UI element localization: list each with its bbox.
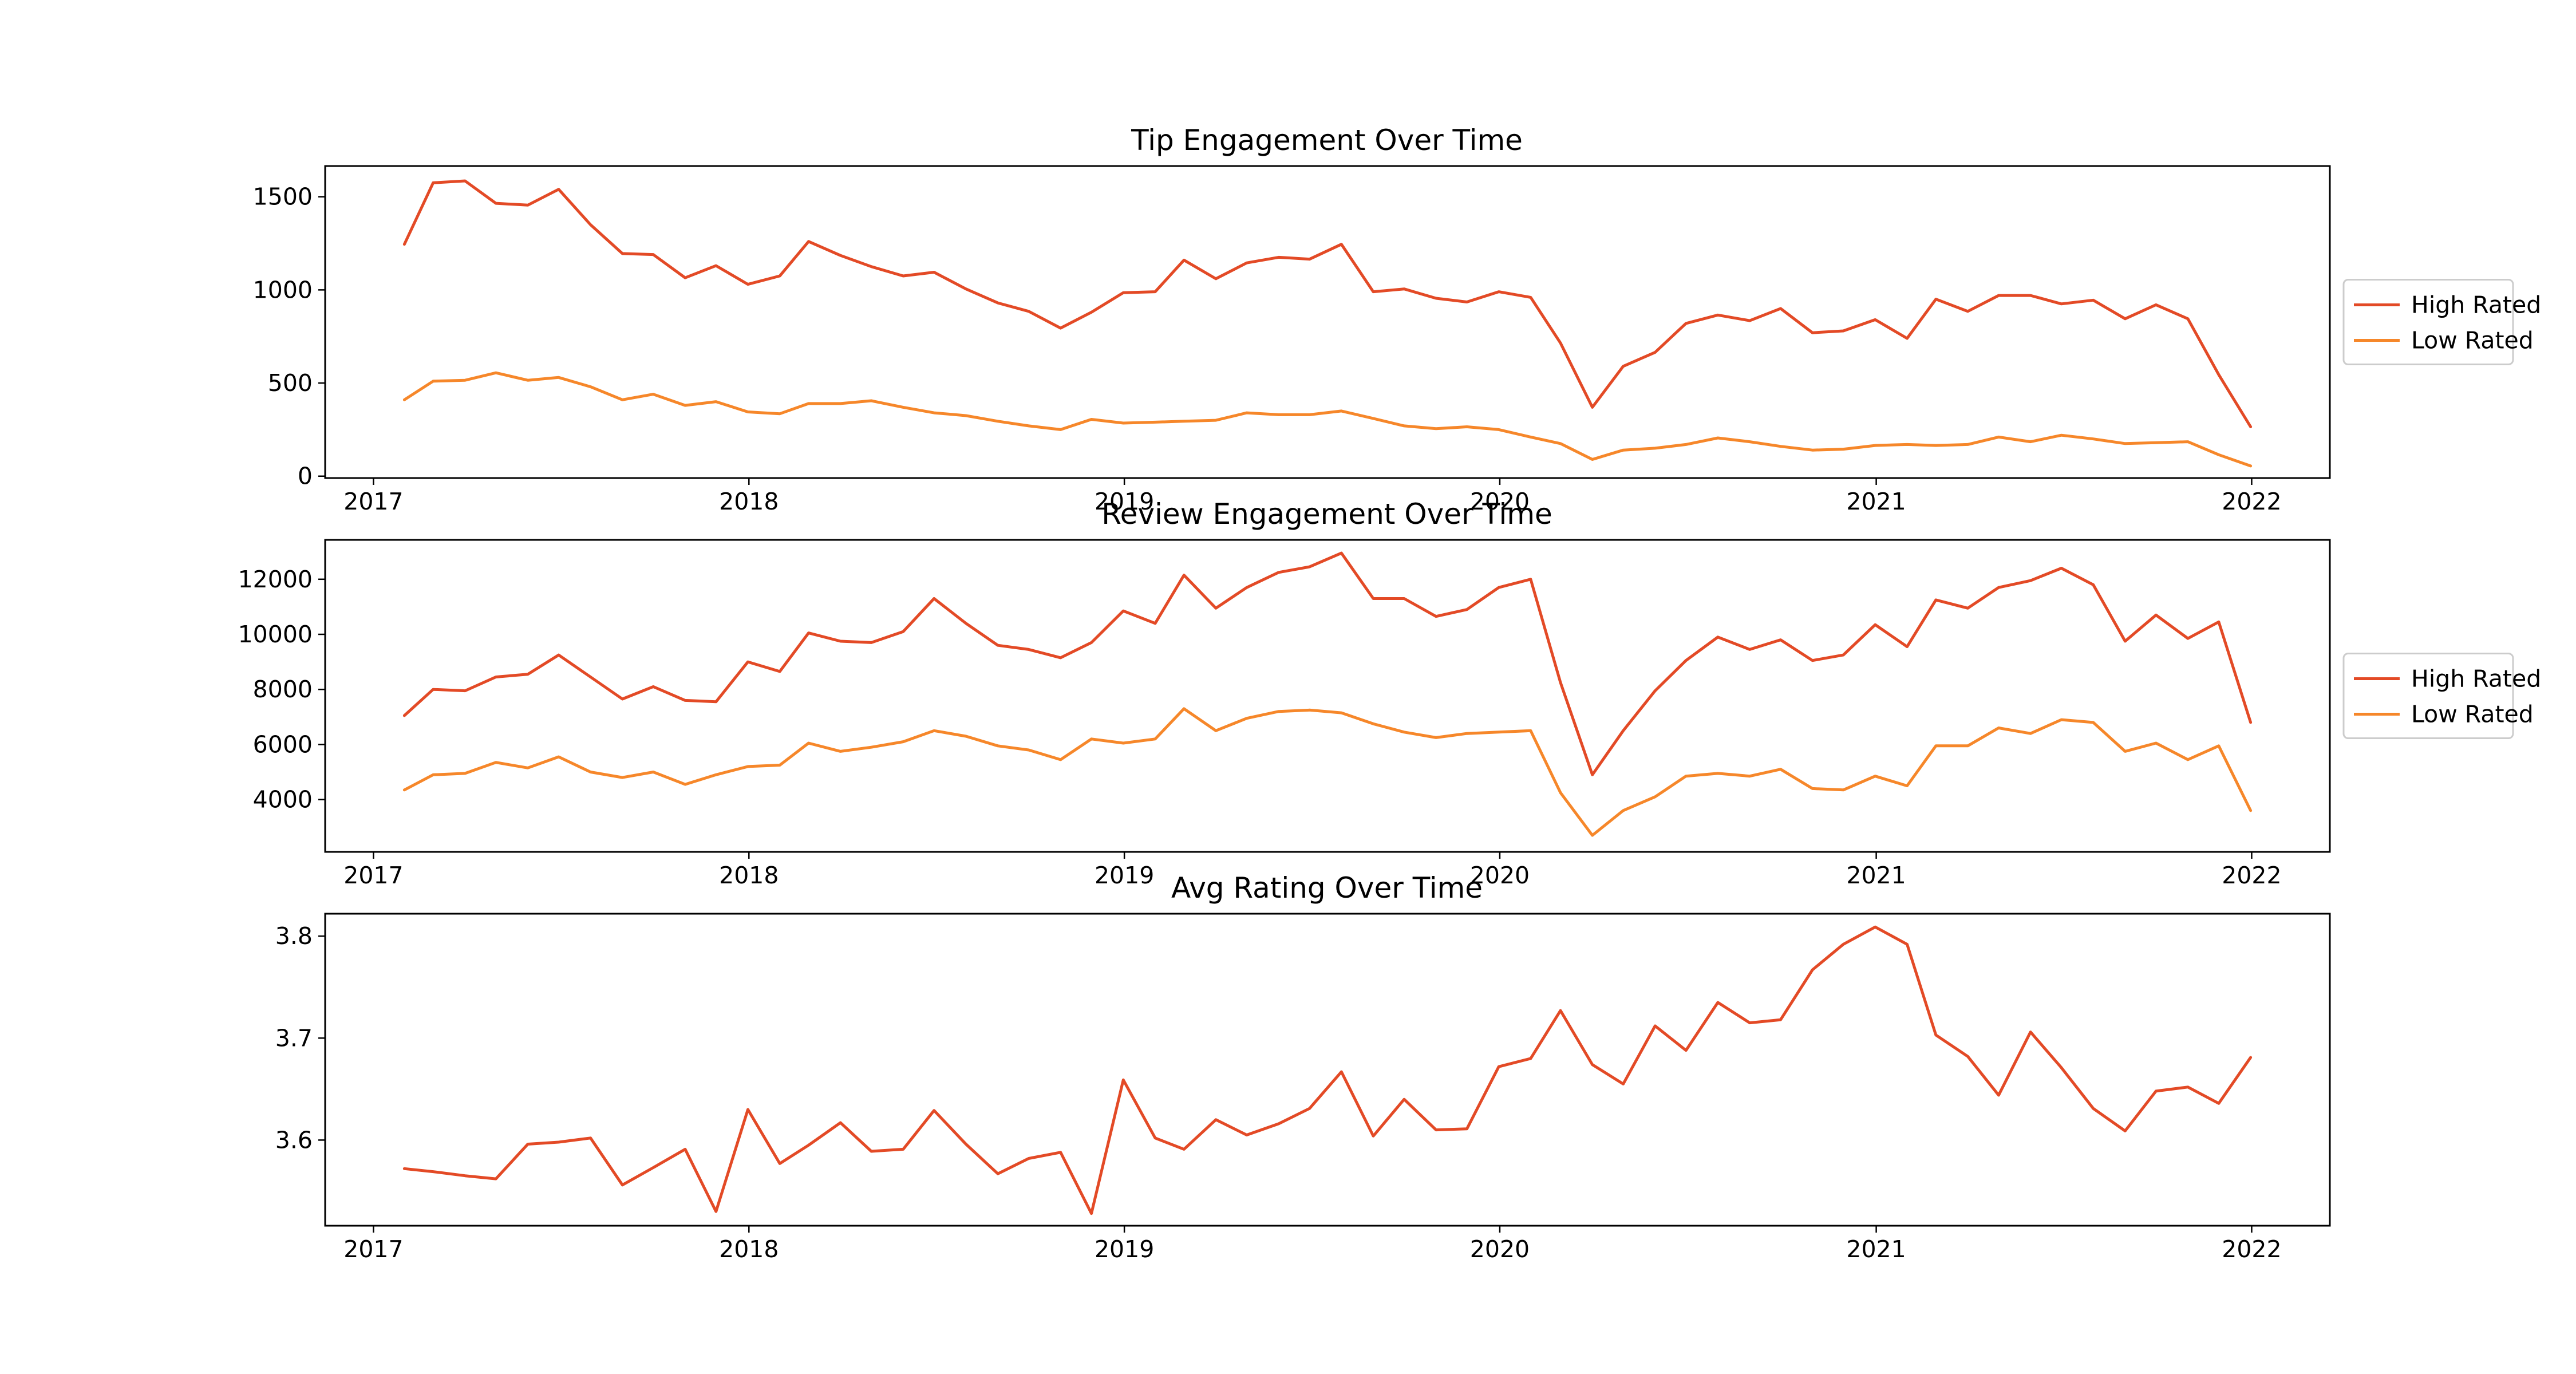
x-tick-label: 2019 [1095,862,1154,889]
series-line-low-rated [402,707,2253,837]
x-tick-label: 2018 [719,862,779,889]
y-tick-label: 1000 [253,276,313,303]
chart-title: Avg Rating Over Time [1171,871,1483,905]
legend-label: Low Rated [2411,701,2534,728]
panel-review-engagement: Review Engagement Over Time 2017 2018 2019… [238,498,2542,889]
x-tick-label: 2019 [1095,488,1154,515]
x-tick-label: 2018 [719,1235,779,1263]
panel-tip-engagement: Tip Engagement Over Time 2017 2018 2019 202… [253,124,2542,515]
axes-frame [324,165,2331,479]
x-tick-label: 2019 [1095,1235,1154,1263]
series-line-rating [402,925,2253,1215]
x-tick-label: 2022 [2222,488,2281,515]
x-tick-label: 2021 [1846,488,1906,515]
y-tick-label: 10000 [238,621,313,648]
legend-frame [2342,279,2514,365]
series-line-high-rated [402,179,2253,428]
x-tick-label: 2017 [343,862,403,889]
plot-area: 2017 2018 2019 2020 2021 2022 4000 6000 8000 1000… [238,539,2331,889]
x-tick-label: 2022 [2222,1235,2281,1263]
legend-label: High Rated [2411,291,2541,319]
y-tick-label: 1500 [253,183,313,211]
legend: High Rated Low Rated [2342,279,2541,365]
x-tick-label: 2021 [1846,1235,1906,1263]
series-line-low-rated [402,371,2253,468]
legend-label: High Rated [2411,665,2541,693]
x-tick-label: 2021 [1846,862,1906,889]
x-tick-label: 2018 [719,488,779,515]
y-tick-label: 8000 [253,676,313,703]
x-tick-label: 2017 [343,488,403,515]
x-tick-label: 2020 [1470,862,1530,889]
legend-frame [2342,653,2514,739]
x-tick-label: 2022 [2222,862,2281,889]
axes-frame [324,539,2331,853]
y-tick-label: 500 [268,369,313,397]
y-tick-label: 6000 [253,731,313,758]
x-tick-label: 2020 [1470,488,1530,515]
chart-title: Tip Engagement Over Time [1131,124,1523,157]
plot-area: 2017 2018 2019 2020 2021 2022 3.6 3.7 3.8 [275,913,2331,1263]
y-tick-label: 0 [298,463,313,490]
legend: High Rated Low Rated [2342,653,2541,739]
y-tick-label: 3.8 [275,922,313,950]
panel-avg-rating: Avg Rating Over Time 2017 2018 2019 2020 202… [275,871,2331,1263]
legend-label: Low Rated [2411,327,2534,354]
series-line-high-rated [402,551,2253,776]
plot-area: 2017 2018 2019 2020 2021 2022 0 500 1000 1500 [253,165,2331,515]
y-tick-label: 12000 [238,566,313,593]
chart-title: Review Engagement Over Time [1101,498,1552,531]
y-tick-label: 3.6 [275,1126,313,1154]
x-tick-label: 2020 [1470,1235,1530,1263]
y-tick-label: 3.7 [275,1024,313,1052]
axes-frame [324,913,2331,1227]
x-tick-label: 2017 [343,1235,403,1263]
y-tick-label: 4000 [253,786,313,814]
